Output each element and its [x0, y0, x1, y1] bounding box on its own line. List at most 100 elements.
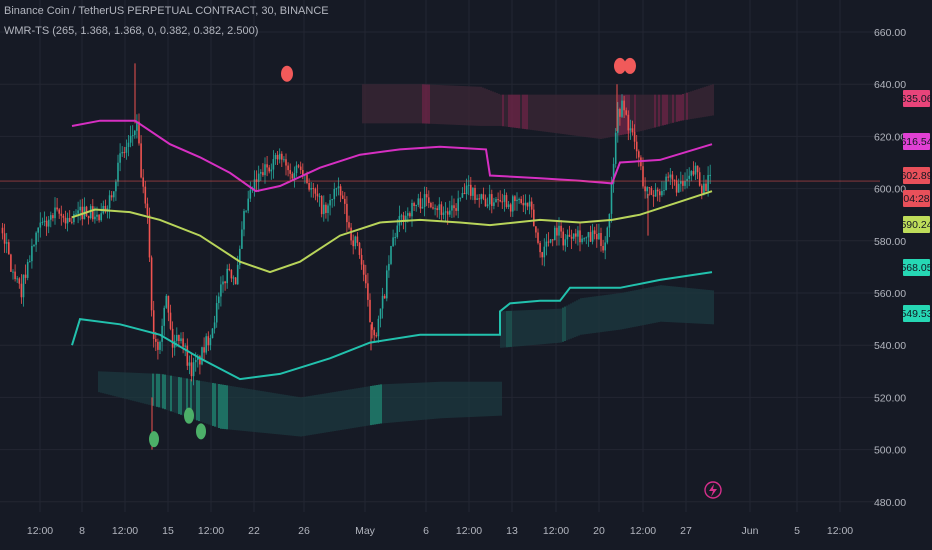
candle-body	[617, 108, 619, 133]
lower-zone-bar	[358, 387, 360, 428]
candle-body	[690, 171, 693, 176]
lower-zone-bar	[638, 289, 640, 327]
candle-body	[568, 234, 571, 237]
candle	[220, 276, 222, 307]
candle-body	[686, 178, 688, 182]
candle	[102, 200, 105, 215]
lower-zone-bar	[340, 390, 342, 431]
upper-zone-bar	[604, 94, 606, 139]
lower-zone-bar	[448, 381, 450, 418]
upper-zone-bar	[608, 94, 610, 138]
lower-zone-bar	[460, 381, 462, 418]
lower-zone-bar	[504, 311, 506, 348]
candle-body	[68, 217, 71, 222]
candle	[167, 295, 170, 322]
candle	[373, 327, 375, 343]
candle	[398, 205, 401, 232]
candle	[87, 215, 90, 225]
candle	[467, 175, 470, 196]
lower-zone-bar	[432, 382, 434, 419]
lower-zone-bar	[702, 289, 704, 324]
candle-body	[499, 200, 501, 202]
candle-body	[413, 203, 415, 207]
lower-zone-bar	[216, 383, 218, 428]
candle-body	[249, 190, 252, 199]
upper-zone-bar	[368, 84, 370, 124]
candle-body	[329, 200, 331, 206]
candle-body	[117, 162, 119, 182]
buy-signal-dot	[196, 423, 206, 440]
lower-zone-bar	[400, 383, 402, 422]
candle	[159, 340, 161, 355]
lower-zone-bar	[398, 383, 400, 422]
upper-zone-bar	[666, 94, 668, 125]
candle-body	[92, 206, 94, 220]
candle-body	[47, 219, 50, 227]
lower-zone-bar	[336, 391, 338, 431]
lower-zone-bar	[294, 396, 296, 436]
candle-body	[400, 215, 403, 217]
upper-zone-bar	[502, 94, 504, 127]
price-tag-label: 635.06	[900, 93, 932, 105]
candle	[493, 197, 495, 210]
candle-body	[612, 163, 615, 184]
candle-body	[606, 227, 609, 243]
lower-zone-bar	[188, 378, 190, 418]
lower-zone-bar	[328, 392, 330, 432]
price-axis[interactable]: 660.00 640.00 620.00 600.00 580.00 560.00 540.…	[874, 27, 906, 509]
time-axis[interactable]: 12:00 8 12:00 15 12:00 22 26 May 6 12:00 13 12:00 20…	[27, 525, 853, 537]
candle	[253, 170, 256, 197]
lower-zone-bar	[134, 372, 136, 402]
x-tick-label: 12:00	[543, 525, 569, 537]
candle-body	[501, 201, 504, 203]
candle-body	[348, 222, 350, 228]
candle	[257, 165, 260, 193]
candle-body	[41, 221, 44, 223]
candle-body	[463, 192, 466, 195]
candle	[453, 198, 455, 218]
candle-body	[354, 236, 357, 247]
upper-zone-bar	[600, 94, 602, 140]
candle	[58, 208, 60, 219]
lower-zone-bar	[404, 383, 406, 422]
candle-body	[230, 269, 233, 279]
candle	[642, 157, 644, 189]
lower-zone-bar	[602, 295, 604, 332]
candle	[173, 334, 176, 356]
candle	[239, 245, 241, 270]
upper-zone-bar	[682, 93, 684, 121]
candle	[98, 214, 100, 223]
candle	[694, 162, 697, 181]
candle-body	[419, 198, 422, 209]
candle	[430, 201, 432, 209]
upper-zone-bar	[452, 85, 454, 125]
lower-zone-bar	[612, 294, 614, 331]
candle-body	[478, 198, 480, 200]
x-tick-label: 6	[423, 525, 429, 537]
upper-zone-bar	[470, 86, 472, 126]
lower-zone-bar	[154, 373, 156, 407]
candle	[451, 195, 453, 219]
lower-zone-bar	[368, 386, 370, 426]
lower-zone-bar	[258, 390, 260, 433]
upper-zone-bar	[396, 84, 398, 124]
lower-zone-bar	[166, 374, 168, 410]
lower-zone-bar	[242, 387, 244, 431]
candle	[47, 216, 50, 234]
lower-zone-bar	[510, 310, 512, 347]
candle-body	[369, 299, 371, 323]
lower-zone-bar	[530, 309, 532, 346]
lower-zone-bar	[480, 381, 482, 417]
upper-zone-bar	[524, 94, 526, 130]
candle-body	[327, 205, 329, 213]
candle	[455, 203, 457, 216]
candle	[635, 135, 638, 159]
candle	[652, 190, 655, 207]
upper-zone-bar	[680, 94, 682, 121]
candle-body	[119, 153, 121, 163]
candle	[476, 194, 478, 201]
lower-zone-bar	[678, 286, 680, 323]
upper-zone-bar	[598, 94, 600, 139]
candle-body	[96, 214, 98, 217]
